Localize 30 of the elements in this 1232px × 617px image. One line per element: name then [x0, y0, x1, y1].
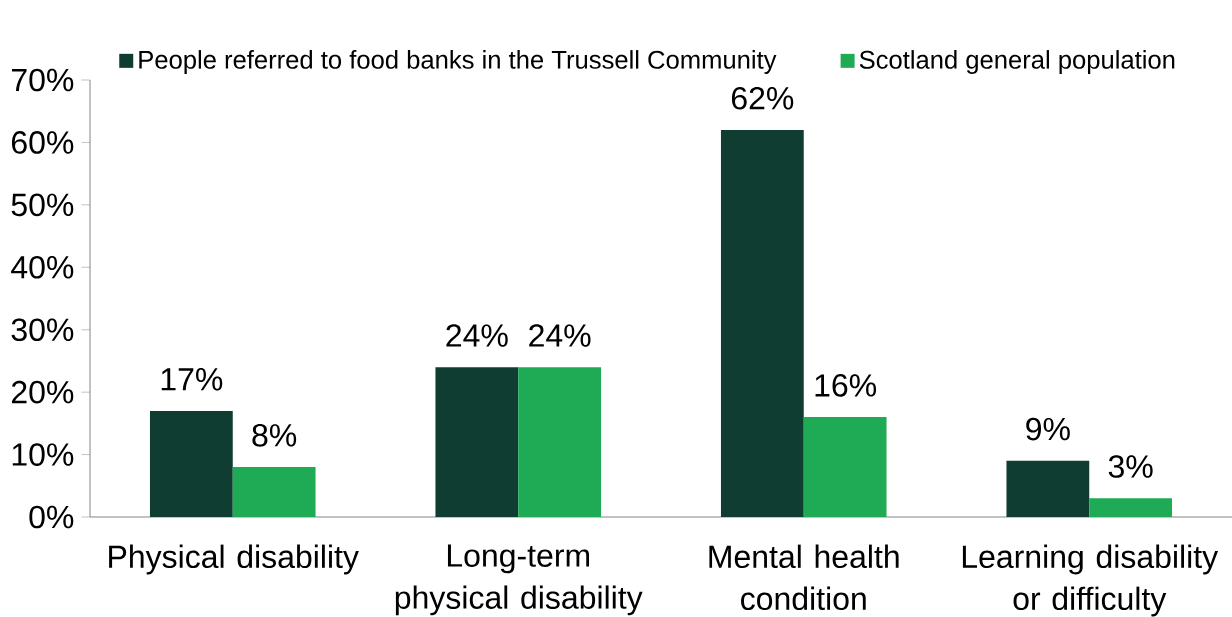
- legend-label: People referred to food banks in the Trussell Community: [139, 50, 777, 74]
- bar: [232, 467, 316, 517]
- legend-label: Scotland general population: [859, 50, 1175, 74]
- bar: [435, 367, 519, 517]
- y-tick-label: 30%: [11, 318, 74, 342]
- y-tick-label: 70%: [11, 68, 74, 92]
- bar: [518, 367, 602, 517]
- data-label: 3%: [1108, 455, 1153, 478]
- data-label: 17%: [161, 368, 223, 391]
- bar: [803, 417, 887, 517]
- bar: [1006, 460, 1090, 517]
- x-tick-label: Physical disability: [109, 544, 359, 575]
- y-tick-label: 60%: [11, 131, 74, 154]
- x-tick-label: Long-term physical disability: [395, 544, 643, 616]
- y-tick-label: 50%: [11, 193, 74, 217]
- y-tick-label: 0%: [29, 505, 74, 529]
- y-tick-label: 10%: [12, 443, 74, 466]
- y-tick-label: 40%: [11, 255, 74, 279]
- data-label: 24%: [529, 324, 591, 347]
- data-label: 62%: [731, 86, 794, 110]
- data-label: 24%: [446, 324, 508, 347]
- data-label: 16%: [815, 374, 877, 397]
- bar: [1089, 498, 1173, 517]
- data-label: 8%: [252, 424, 297, 447]
- y-tick-label: 20%: [11, 380, 74, 404]
- bar: [720, 129, 804, 517]
- x-tick-label: Mental health condition: [709, 544, 899, 611]
- data-label: 9%: [1026, 417, 1070, 441]
- bar: [149, 410, 233, 517]
- x-tick-label: Learning disability or difficulty: [962, 544, 1219, 617]
